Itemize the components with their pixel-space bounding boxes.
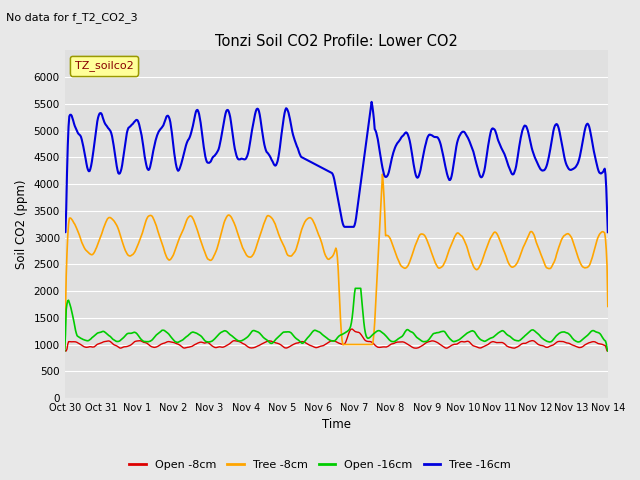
Legend: Open -8cm, Tree -8cm, Open -16cm, Tree -16cm: Open -8cm, Tree -8cm, Open -16cm, Tree -… xyxy=(125,456,515,474)
Text: No data for f_T2_CO2_3: No data for f_T2_CO2_3 xyxy=(6,12,138,23)
Title: Tonzi Soil CO2 Profile: Lower CO2: Tonzi Soil CO2 Profile: Lower CO2 xyxy=(215,34,458,49)
Y-axis label: Soil CO2 (ppm): Soil CO2 (ppm) xyxy=(15,180,28,269)
Legend: TZ_soilco2: TZ_soilco2 xyxy=(70,56,138,76)
X-axis label: Time: Time xyxy=(322,419,351,432)
